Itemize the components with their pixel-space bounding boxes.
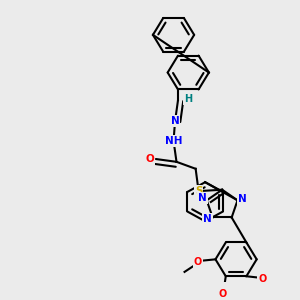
Text: N: N xyxy=(198,193,207,203)
Text: H: H xyxy=(184,94,192,104)
Text: S: S xyxy=(195,186,202,196)
Text: O: O xyxy=(194,257,202,267)
Text: O: O xyxy=(258,274,267,284)
Text: NH: NH xyxy=(165,136,182,146)
Text: O: O xyxy=(146,154,154,164)
Text: N: N xyxy=(203,214,212,224)
Text: N: N xyxy=(171,116,179,126)
Text: N: N xyxy=(238,194,247,204)
Text: O: O xyxy=(219,290,227,299)
